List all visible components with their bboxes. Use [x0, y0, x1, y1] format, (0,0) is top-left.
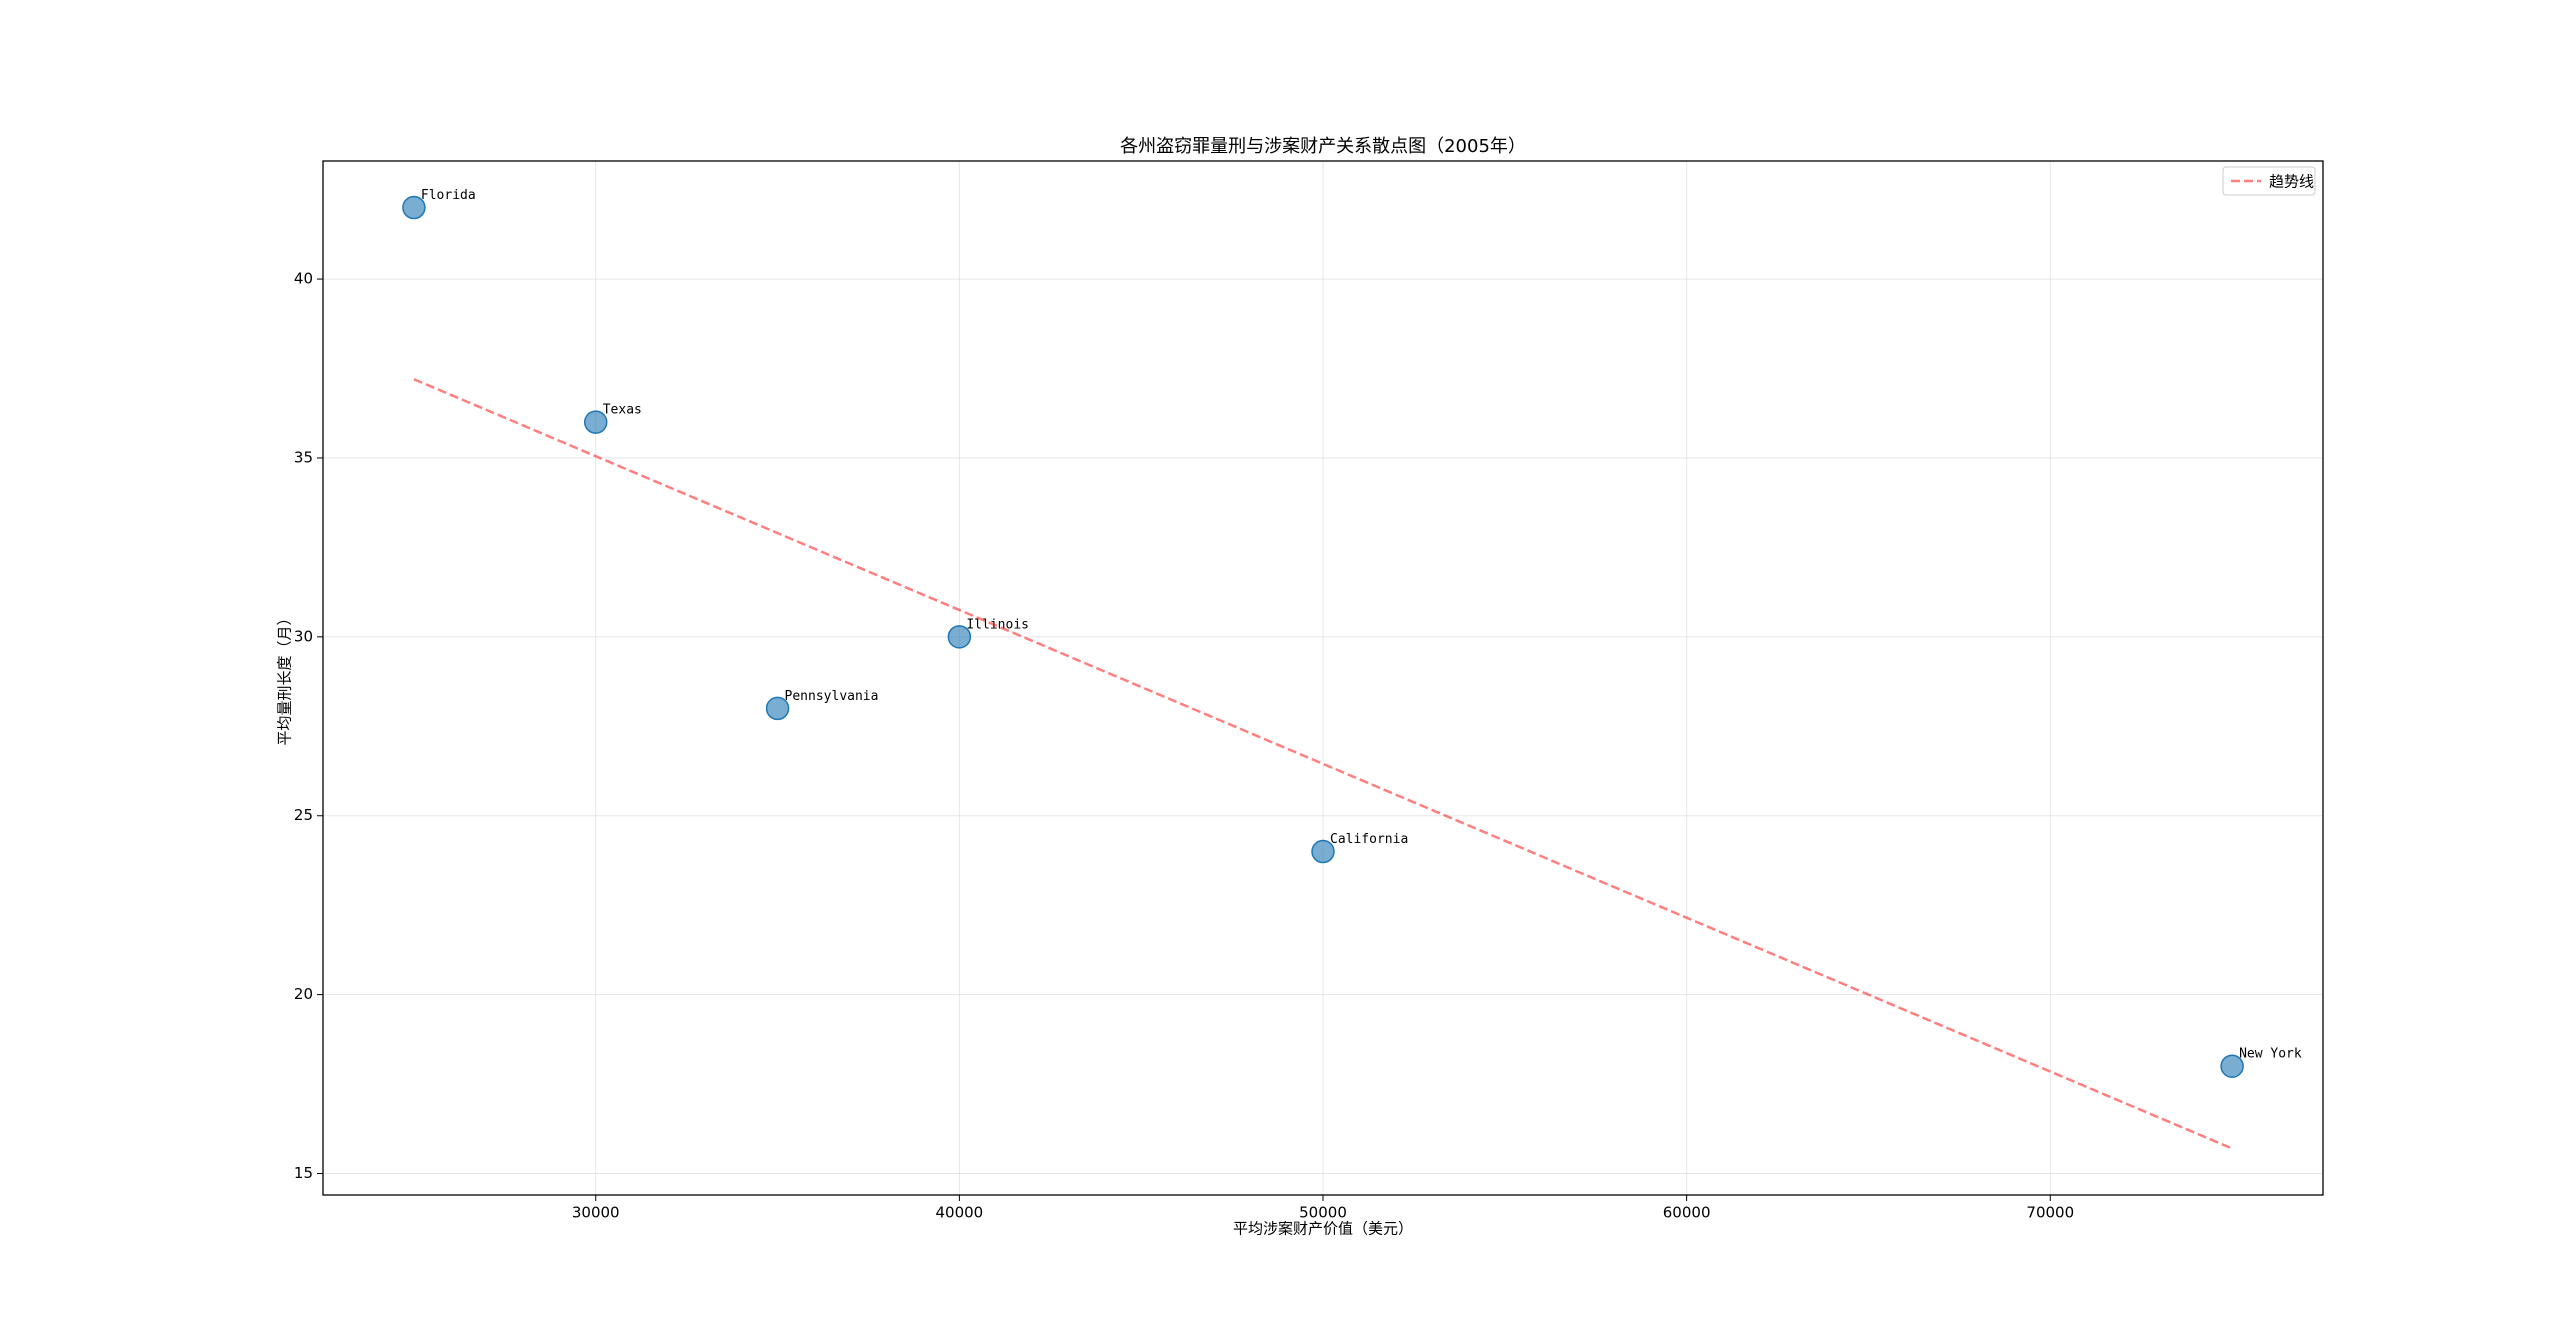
x-tick-label: 40000	[936, 1204, 984, 1222]
y-tick-label: 40	[294, 270, 313, 288]
x-tick-label: 70000	[2026, 1204, 2074, 1222]
x-tick-label: 50000	[1299, 1204, 1347, 1222]
y-tick-label: 35	[294, 448, 313, 466]
plot-frame	[322, 160, 2324, 1196]
chart-title: 各州盗窃罪量刑与涉案财产关系散点图（2005年）	[1120, 136, 1526, 157]
point-label: California	[1330, 832, 1408, 847]
y-axis-label: 平均量刑长度（月）	[276, 610, 294, 745]
x-tick-label: 60000	[1663, 1204, 1711, 1222]
legend-label: 趋势线	[2269, 173, 2314, 191]
data-point	[402, 195, 426, 220]
point-label: Texas	[603, 403, 642, 418]
x-tick-label: 30000	[572, 1204, 620, 1222]
data-point	[2220, 1054, 2244, 1078]
point-label: Pennsylvania	[785, 689, 879, 704]
legend-box	[2222, 166, 2316, 196]
x-axis-label: 平均涉案财产价值（美元）	[1233, 1220, 1413, 1238]
data-point	[1311, 839, 1335, 864]
point-label: New York	[2239, 1047, 2302, 1062]
y-tick-label: 15	[294, 1164, 313, 1182]
trend-line	[413, 378, 2233, 1150]
y-tick-label: 20	[294, 985, 313, 1003]
y-tick-label: 30	[294, 627, 313, 645]
data-point	[947, 625, 972, 649]
point-label: Illinois	[966, 617, 1029, 632]
point-label: Florida	[421, 188, 476, 203]
data-point	[765, 696, 790, 721]
y-tick-label: 25	[294, 806, 313, 824]
data-point	[583, 410, 608, 434]
